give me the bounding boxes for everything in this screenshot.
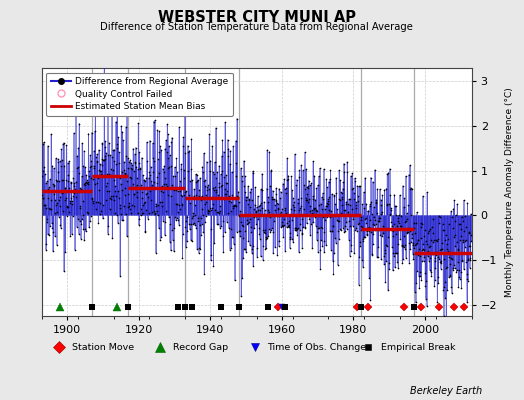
Text: Station Move: Station Move <box>72 342 134 352</box>
Text: Difference of Station Temperature Data from Regional Average: Difference of Station Temperature Data f… <box>100 22 413 32</box>
Text: Record Gap: Record Gap <box>173 342 228 352</box>
Text: WEBSTER CITY MUNI AP: WEBSTER CITY MUNI AP <box>158 10 356 25</box>
Text: Time of Obs. Change: Time of Obs. Change <box>267 342 367 352</box>
Text: Berkeley Earth: Berkeley Earth <box>410 386 482 396</box>
Legend: Difference from Regional Average, Quality Control Failed, Estimated Station Mean: Difference from Regional Average, Qualit… <box>47 72 233 116</box>
Text: Empirical Break: Empirical Break <box>381 342 456 352</box>
Y-axis label: Monthly Temperature Anomaly Difference (°C): Monthly Temperature Anomaly Difference (… <box>506 87 515 297</box>
